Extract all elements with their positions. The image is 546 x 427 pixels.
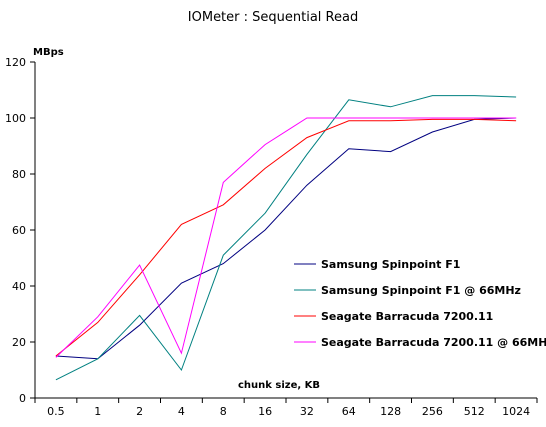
series-lines	[55, 95, 517, 381]
series-line-1	[55, 117, 517, 360]
x-tick-label: 1	[94, 405, 101, 418]
chart-title: IOMeter : Sequential Read	[188, 10, 358, 25]
x-tick-label: 16	[258, 405, 272, 418]
x-tick-label: 1024	[502, 405, 530, 418]
y-tick-label: 40	[12, 280, 26, 293]
y-tick-label: 80	[12, 168, 26, 181]
series-line-2	[55, 95, 517, 381]
y-tick-label: 100	[5, 112, 26, 125]
y-tick-label: 20	[12, 336, 26, 349]
legend-label-1: Samsung Spinpoint F1	[321, 258, 460, 271]
x-tick-label: 8	[220, 405, 227, 418]
x-tick-label: 512	[464, 405, 485, 418]
series-line-4	[55, 117, 517, 358]
x-tick-label: 4	[178, 405, 185, 418]
x-tick-label: 0.5	[47, 405, 65, 418]
series-line-3	[55, 118, 517, 357]
legend: Samsung Spinpoint F1 Samsung Spinpoint F1…	[294, 258, 546, 349]
x-axis-title: chunk size, KB	[238, 380, 320, 391]
y-tick-label: 0	[19, 392, 26, 405]
x-tick-label: 256	[422, 405, 443, 418]
y-axis-title: MBps	[33, 47, 64, 58]
x-tick-label: 64	[342, 405, 356, 418]
x-tick-label: 2	[136, 405, 143, 418]
x-tick-label: 128	[380, 405, 401, 418]
legend-label-4: Seagate Barracuda 7200.11 @ 66MHz	[321, 336, 546, 349]
legend-label-2: Samsung Spinpoint F1 @ 66MHz	[321, 284, 521, 297]
y-tick-label: 120	[5, 56, 26, 69]
x-tick-label: 32	[300, 405, 314, 418]
axes: 0 20 40 60 80 100 120 0.5 1 2 4 8 16 32 64 128 256 512 102…	[5, 56, 538, 418]
y-tick-label: 60	[12, 224, 26, 237]
legend-label-3: Seagate Barracuda 7200.11	[321, 310, 493, 323]
